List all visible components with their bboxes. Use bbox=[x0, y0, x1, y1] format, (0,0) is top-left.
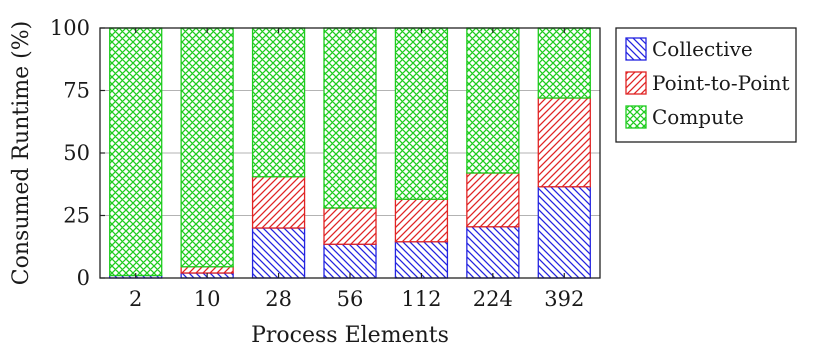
legend-item: Collective bbox=[625, 37, 753, 61]
bar-segment-point-to-point bbox=[180, 266, 234, 274]
y-tick-label: 0 bbox=[77, 266, 90, 290]
bars bbox=[109, 27, 591, 279]
y-tick-label: 100 bbox=[50, 16, 90, 40]
x-tick-label: 10 bbox=[194, 287, 221, 311]
bar-segment-collective bbox=[537, 186, 591, 279]
bar-segment-collective bbox=[466, 226, 520, 279]
y-tick-label: 25 bbox=[63, 204, 90, 228]
bar-segment-point-to-point bbox=[537, 97, 591, 188]
bar-segment-point-to-point bbox=[394, 198, 449, 243]
bar-segment-compute bbox=[537, 27, 591, 99]
bar-segment-compute bbox=[323, 27, 377, 209]
y-axis-title: Consumed Runtime (%) bbox=[9, 21, 34, 285]
x-axis-title: Process Elements bbox=[251, 323, 449, 348]
x-tick-label: 112 bbox=[401, 287, 441, 311]
bar-segment-compute bbox=[109, 27, 163, 277]
bar-segment-point-to-point bbox=[251, 176, 306, 229]
x-tick-label: 392 bbox=[544, 287, 584, 311]
y-tick-label: 50 bbox=[63, 141, 90, 165]
x-tick-label: 56 bbox=[337, 287, 364, 311]
bar-segment-point-to-point bbox=[466, 172, 520, 228]
legend-label: Point-to-Point bbox=[652, 71, 790, 95]
legend-swatch bbox=[625, 71, 647, 95]
legend: Collective Point-to-Point Compute bbox=[615, 27, 797, 143]
bar-segment-compute bbox=[466, 27, 520, 174]
legend-swatch bbox=[625, 105, 647, 129]
y-axis-ticks: 0 25 50 75 100 bbox=[50, 16, 105, 290]
bar-segment-compute bbox=[394, 27, 449, 200]
bar-segment-collective bbox=[394, 241, 449, 279]
legend-label: Compute bbox=[652, 105, 744, 129]
bar-segment-point-to-point bbox=[323, 207, 377, 245]
x-axis-ticks: 2 10 28 56 112 224 392 bbox=[129, 28, 584, 311]
bar-segment-collective bbox=[251, 227, 306, 279]
x-tick-label: 2 bbox=[129, 287, 142, 311]
legend-label: Collective bbox=[652, 37, 753, 61]
bar-segment-compute bbox=[251, 27, 306, 178]
legend-swatch bbox=[625, 37, 647, 61]
bar-segment-compute bbox=[180, 27, 234, 268]
x-tick-label: 28 bbox=[265, 287, 292, 311]
legend-item: Point-to-Point bbox=[625, 71, 790, 95]
y-tick-label: 75 bbox=[63, 79, 90, 103]
x-tick-label: 224 bbox=[473, 287, 513, 311]
bar-segment-collective bbox=[323, 243, 377, 279]
legend-item: Compute bbox=[625, 105, 744, 129]
